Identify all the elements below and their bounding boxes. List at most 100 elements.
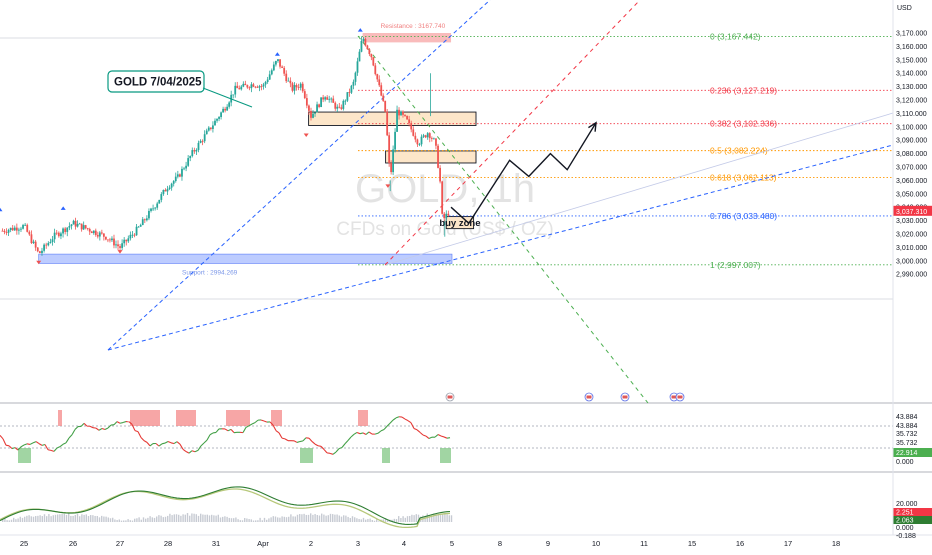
osc2-histogram-bar (90, 515, 91, 522)
candle-body (443, 214, 445, 218)
candle (380, 83, 382, 97)
candle-body (140, 225, 142, 227)
candle (353, 79, 355, 89)
candle-body (287, 81, 289, 82)
candle-body (396, 110, 398, 132)
osc1-oversold-box (300, 448, 313, 463)
osc1-line-segment (24, 444, 27, 445)
osc2-histogram-bar (451, 515, 452, 522)
candle-body (408, 119, 410, 123)
osc1-line-segment (261, 420, 264, 421)
candle-body (445, 214, 447, 218)
osc2-histogram-bar (281, 516, 282, 522)
candle-body (308, 106, 310, 111)
osc2-histogram-bar (251, 519, 252, 522)
candle-body (58, 233, 60, 236)
osc2-histogram-bar (127, 519, 128, 522)
candle-body (261, 86, 263, 87)
osc2-histogram-bar (378, 521, 379, 522)
candle (50, 239, 52, 244)
candle (324, 96, 326, 101)
osc2-histogram-bar (308, 515, 309, 522)
osc1-line-segment (138, 432, 141, 438)
osc2-histogram-bar (134, 519, 135, 522)
osc2-histogram-bar (332, 514, 333, 522)
candle-body (218, 117, 220, 119)
candle (400, 110, 402, 115)
osc2-histogram-bar (26, 516, 27, 522)
candle (204, 130, 206, 143)
osc2-histogram-bar (6, 520, 7, 522)
osc2-histogram-bar (17, 518, 18, 522)
candle-body (81, 224, 83, 230)
candle (132, 231, 134, 238)
osc1-line-segment (216, 429, 219, 433)
candle (228, 101, 230, 108)
osc1-line-segment (165, 441, 168, 443)
candle-body (265, 82, 267, 84)
time-tick-label: 9 (546, 539, 550, 548)
osc2-histogram-bar (103, 517, 104, 522)
candle-body (66, 228, 68, 232)
osc2-histogram-bar (321, 514, 322, 522)
candle (419, 143, 421, 146)
candle (447, 211, 449, 217)
osc1-line-segment (66, 438, 69, 443)
osc2-histogram-bar (123, 520, 124, 522)
osc1-line-segment (177, 442, 180, 444)
candle-body (382, 96, 384, 101)
osc2-histogram-bar (229, 518, 230, 522)
osc2-histogram-bar (259, 518, 260, 522)
osc2-histogram-bar (193, 514, 194, 522)
candle-body (273, 65, 275, 71)
osc2-histogram-bar (154, 518, 155, 522)
candle-body (169, 188, 171, 189)
candle (144, 218, 146, 223)
osc1-line-segment (210, 433, 213, 435)
candle (14, 226, 16, 231)
candle-body (111, 239, 113, 241)
candle (105, 236, 107, 240)
candle (416, 139, 418, 147)
osc1-line-segment (444, 437, 447, 438)
osc2-histogram-bar (231, 518, 232, 522)
osc2-histogram-bar (160, 516, 161, 522)
osc1-line-segment (69, 435, 72, 438)
osc2-histogram-bar (413, 515, 414, 522)
candle (154, 207, 156, 211)
candle-body (267, 80, 269, 82)
osc2-histogram-bar (284, 517, 285, 522)
candle (187, 155, 189, 167)
candle-body (77, 224, 79, 227)
candle (263, 83, 265, 90)
price-tick-label: 3,140.000 (896, 71, 927, 78)
candle-body (189, 156, 191, 158)
price-tick-label: 3,010.000 (896, 245, 927, 252)
candle (359, 49, 361, 61)
candle-body (35, 242, 37, 248)
candle (296, 83, 298, 90)
candle (35, 240, 37, 251)
candle-body (271, 70, 273, 74)
candle-body (138, 227, 140, 228)
candle (87, 228, 89, 231)
osc2-histogram-bar (92, 515, 93, 522)
candle (64, 227, 66, 235)
osc2-histogram-bar (411, 515, 412, 522)
candle (302, 82, 304, 93)
osc2-histogram-bar (356, 518, 357, 522)
candle (248, 86, 250, 90)
candle (244, 81, 246, 85)
candle (257, 85, 259, 88)
candle (348, 89, 350, 97)
candle (165, 188, 167, 191)
osc2-histogram-bar (374, 521, 375, 522)
candle-body (346, 92, 348, 101)
candle-body (322, 97, 324, 99)
candle (191, 147, 193, 157)
candle-body (173, 181, 175, 184)
osc2-histogram-bar (22, 518, 23, 522)
osc1-line-segment (447, 438, 450, 439)
candle (54, 229, 56, 243)
event-flag-band (678, 396, 683, 399)
